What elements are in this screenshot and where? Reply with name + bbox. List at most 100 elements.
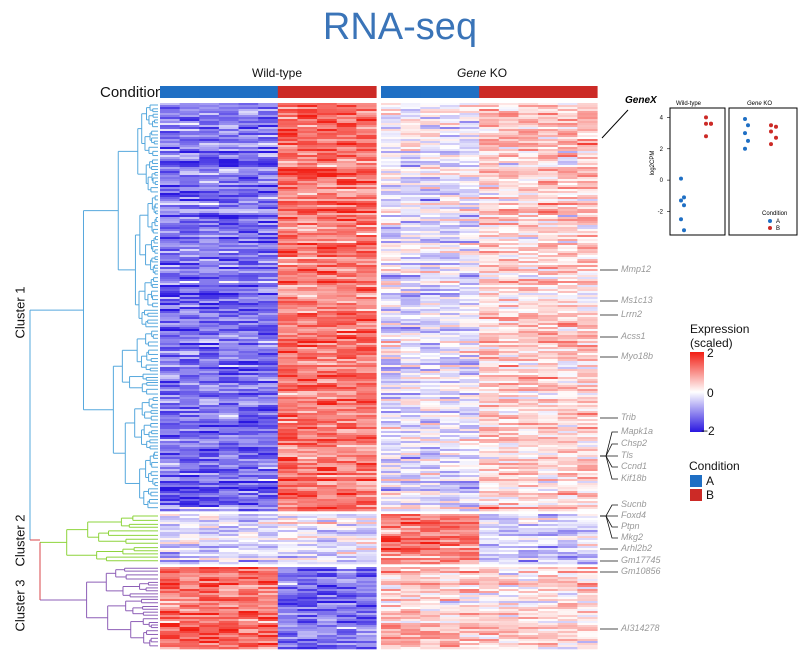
heatmap-cell — [420, 518, 441, 521]
heatmap-cell — [439, 433, 461, 436]
heatmap-cell — [420, 195, 441, 198]
heatmap-cell — [258, 105, 279, 108]
heatmap-cell — [277, 449, 299, 452]
heatmap-cell — [498, 491, 520, 494]
heatmap-cell — [199, 483, 220, 486]
heatmap-cell — [498, 425, 520, 428]
heatmap-cell — [439, 473, 461, 476]
heatmap-cell — [297, 265, 318, 268]
heatmap-cell — [297, 556, 318, 559]
heatmap-cell — [459, 399, 480, 402]
heatmap-cell — [317, 111, 338, 114]
heatmap-cell — [459, 183, 480, 186]
heatmap-cell — [400, 107, 421, 110]
heatmap-cell — [420, 556, 441, 559]
heatmap-cell — [439, 439, 461, 442]
heatmap-cell — [199, 273, 220, 276]
heatmap-cell — [356, 317, 377, 320]
heatmap-cell — [356, 475, 377, 478]
heatmap-cell — [459, 453, 480, 456]
heatmap-cell — [400, 197, 421, 200]
heatmap-cell — [199, 315, 220, 318]
heatmap-cell — [218, 259, 240, 262]
heatmap-cell — [381, 171, 402, 174]
heatmap-cell — [199, 131, 220, 134]
heatmap-cell — [258, 499, 279, 502]
heatmap-cell — [577, 534, 598, 537]
heatmap-cell — [218, 540, 240, 543]
heatmap-cell — [459, 509, 480, 512]
heatmap-cell — [179, 129, 200, 132]
heatmap-cell — [277, 548, 299, 551]
heatmap-cell — [538, 367, 559, 370]
heatmap-cell — [297, 528, 318, 531]
heatmap-cell — [297, 411, 318, 414]
heatmap-cell — [439, 295, 461, 298]
heatmap-cell — [336, 389, 357, 392]
heatmap-cell — [518, 542, 539, 545]
heatmap-cell — [317, 305, 338, 308]
heatmap-cell — [277, 297, 299, 300]
heatmap-cell — [160, 526, 181, 529]
heatmap-cell — [258, 415, 279, 418]
heatmap-cell — [518, 341, 539, 344]
heatmap-cell — [439, 113, 461, 116]
heatmap-cell — [420, 151, 441, 154]
heatmap-cell — [356, 477, 377, 480]
heatmap-cell — [238, 377, 259, 380]
heatmap-cell — [277, 419, 299, 422]
heatmap-cell — [557, 401, 578, 404]
heatmap-cell — [336, 459, 357, 462]
heatmap-cell — [199, 207, 220, 210]
heatmap-cell — [381, 129, 402, 132]
heatmap-cell — [439, 441, 461, 444]
heatmap-cell — [238, 465, 259, 468]
heatmap-cell — [420, 495, 441, 498]
heatmap-cell — [199, 155, 220, 158]
heatmap-cell — [577, 215, 598, 218]
heatmap-cell — [557, 489, 578, 492]
heatmap-cell — [498, 207, 520, 210]
heatmap-cell — [218, 505, 240, 508]
heatmap-cell — [518, 425, 539, 428]
heatmap-cell — [277, 107, 299, 110]
heatmap-cell — [479, 413, 500, 416]
heatmap-cell — [258, 423, 279, 426]
heatmap-cell — [557, 151, 578, 154]
heatmap-cell — [317, 195, 338, 198]
heatmap-cell — [538, 215, 559, 218]
heatmap-cell — [277, 263, 299, 266]
heatmap-cell — [179, 538, 200, 541]
heatmap-cell — [518, 491, 539, 494]
heatmap-cell — [277, 550, 299, 553]
heatmap-cell — [400, 215, 421, 218]
heatmap-cell — [518, 343, 539, 346]
heatmap-cell — [479, 235, 500, 238]
heatmap-cell — [258, 337, 279, 340]
heatmap-cell — [518, 530, 539, 533]
heatmap-cell — [459, 215, 480, 218]
heatmap-cell — [317, 491, 338, 494]
heatmap-cell — [218, 327, 240, 330]
heatmap-cell — [218, 285, 240, 288]
heatmap-cell — [538, 111, 559, 114]
heatmap-cell — [557, 357, 578, 360]
heatmap-cell — [420, 335, 441, 338]
heatmap-cell — [218, 548, 240, 551]
heatmap-cell — [577, 205, 598, 208]
heatmap-cell — [577, 393, 598, 396]
heatmap-cell — [336, 109, 357, 112]
heatmap-cell — [199, 419, 220, 422]
heatmap-cell — [317, 137, 338, 140]
heatmap-cell — [518, 217, 539, 220]
heatmap-cell — [498, 333, 520, 336]
heatmap-cell — [459, 417, 480, 420]
heatmap-cell — [479, 127, 500, 130]
heatmap-cell — [439, 546, 461, 549]
heatmap-cell — [479, 275, 500, 278]
heatmap-cell — [179, 489, 200, 492]
heatmap-cell — [160, 127, 181, 130]
heatmap-cell — [459, 526, 480, 529]
heatmap-cell — [218, 255, 240, 258]
heatmap-cell — [420, 357, 441, 360]
